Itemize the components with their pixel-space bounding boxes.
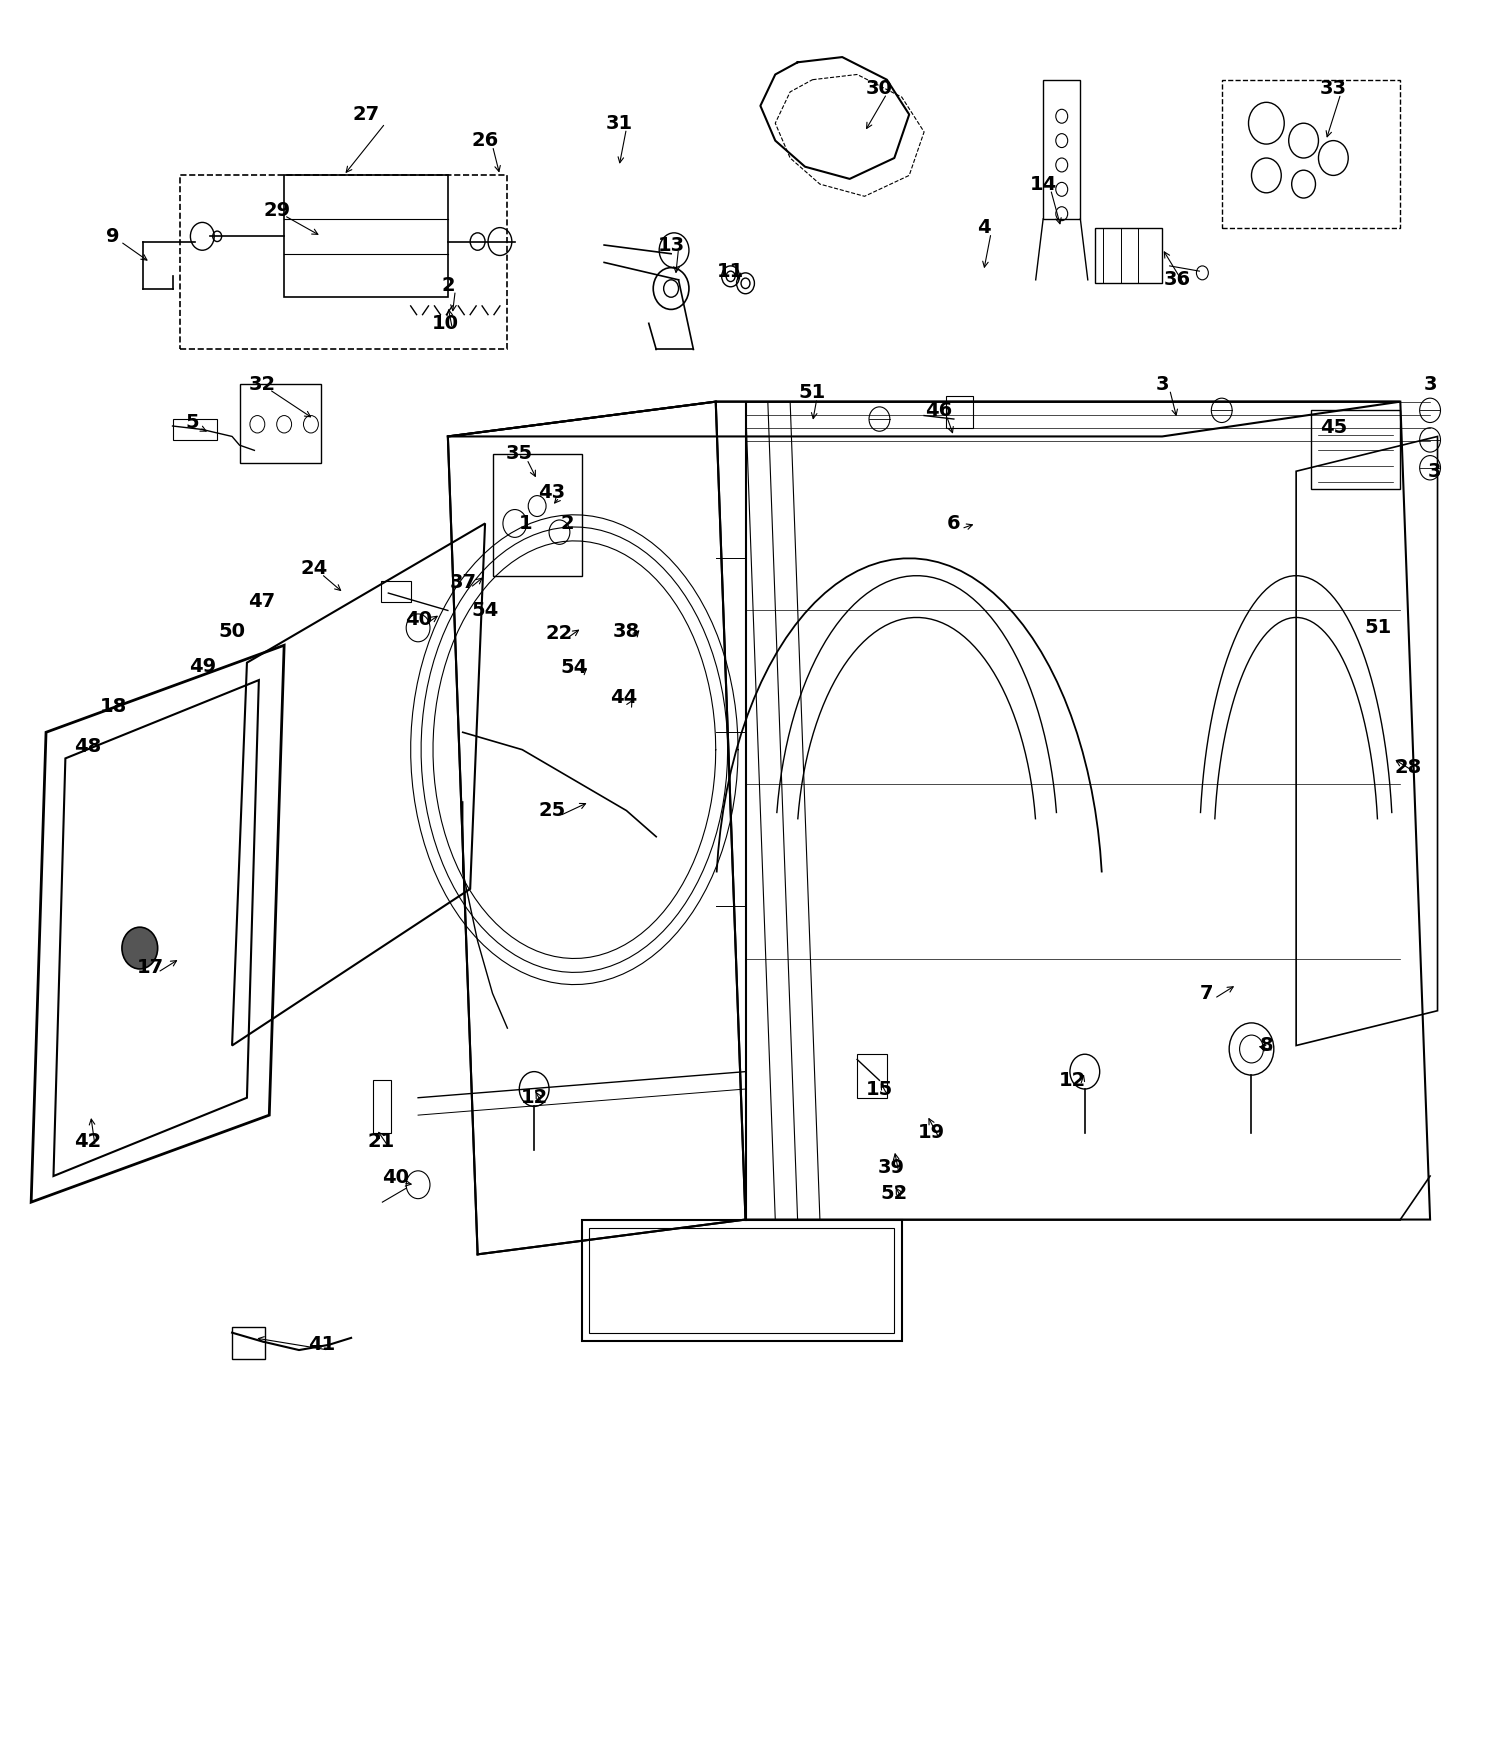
Text: 15: 15	[866, 1079, 893, 1098]
Text: 32: 32	[249, 375, 276, 394]
Text: 12: 12	[1059, 1070, 1087, 1089]
Text: 50: 50	[219, 622, 246, 641]
Text: 13: 13	[658, 235, 684, 254]
Text: 25: 25	[538, 802, 565, 821]
Text: 4: 4	[977, 218, 990, 237]
Bar	[492, 453, 581, 575]
Text: 35: 35	[505, 444, 532, 464]
Bar	[947, 396, 974, 427]
Text: 19: 19	[918, 1122, 945, 1142]
Text: 3: 3	[1156, 375, 1169, 394]
Text: 8: 8	[1260, 1035, 1273, 1055]
Text: 10: 10	[431, 314, 458, 333]
Bar	[589, 1229, 895, 1333]
Text: 17: 17	[137, 957, 164, 976]
Circle shape	[122, 927, 158, 969]
Bar	[373, 1081, 391, 1133]
Text: 11: 11	[717, 261, 744, 281]
Text: 1: 1	[519, 514, 532, 533]
Text: 49: 49	[189, 657, 216, 676]
Text: 3: 3	[1424, 375, 1437, 394]
Text: 46: 46	[926, 401, 953, 420]
Text: 33: 33	[1320, 78, 1346, 98]
Text: 30: 30	[866, 78, 893, 98]
Text: 43: 43	[538, 483, 565, 502]
Text: 37: 37	[449, 573, 476, 593]
Text: 45: 45	[1320, 418, 1346, 437]
Text: 3: 3	[1428, 462, 1442, 481]
Text: 29: 29	[262, 200, 291, 220]
Text: 38: 38	[613, 622, 640, 641]
Text: 5: 5	[185, 413, 198, 432]
Text: 9: 9	[106, 227, 119, 246]
Text: 54: 54	[561, 659, 587, 678]
Text: 7: 7	[1200, 983, 1214, 1002]
Bar	[1096, 228, 1161, 284]
Bar	[180, 176, 507, 349]
Text: 44: 44	[610, 688, 637, 708]
Text: 47: 47	[249, 593, 276, 612]
Text: 41: 41	[307, 1335, 335, 1354]
Text: 18: 18	[100, 697, 127, 716]
Bar	[1311, 410, 1400, 488]
Text: 24: 24	[300, 560, 328, 579]
Bar	[233, 1328, 265, 1360]
Text: 2: 2	[441, 275, 455, 295]
Text: 6: 6	[947, 514, 960, 533]
Text: 42: 42	[75, 1131, 101, 1150]
Text: 48: 48	[75, 737, 101, 756]
Text: 27: 27	[352, 105, 380, 124]
Text: 12: 12	[520, 1088, 547, 1107]
Bar	[581, 1220, 902, 1342]
Text: 14: 14	[1029, 174, 1057, 193]
Text: 21: 21	[367, 1131, 395, 1150]
Bar	[240, 383, 322, 462]
Bar	[285, 176, 447, 298]
Text: 39: 39	[878, 1157, 905, 1177]
Bar	[1044, 80, 1081, 220]
Bar	[1221, 80, 1400, 228]
Text: 54: 54	[471, 601, 498, 621]
Text: 51: 51	[1364, 619, 1391, 638]
Text: 40: 40	[404, 610, 431, 629]
Bar	[857, 1055, 887, 1098]
Text: 51: 51	[799, 383, 826, 403]
Text: 31: 31	[605, 113, 632, 132]
Text: 22: 22	[546, 624, 573, 643]
Bar	[380, 580, 410, 601]
Text: 2: 2	[561, 514, 574, 533]
Text: 28: 28	[1394, 758, 1421, 777]
Text: 36: 36	[1163, 270, 1191, 289]
Text: 40: 40	[382, 1168, 409, 1187]
Text: 52: 52	[881, 1183, 908, 1203]
Text: 26: 26	[471, 131, 498, 150]
Bar	[173, 418, 218, 439]
